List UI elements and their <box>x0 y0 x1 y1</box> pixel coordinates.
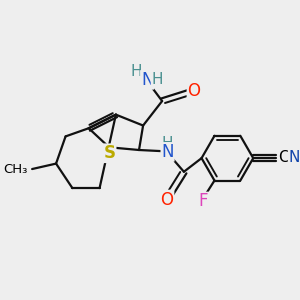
Text: F: F <box>199 193 208 211</box>
Text: O: O <box>188 82 200 100</box>
Text: H: H <box>162 136 173 151</box>
Text: N: N <box>289 150 300 165</box>
Text: N: N <box>141 71 153 89</box>
Text: H: H <box>130 64 142 79</box>
Text: H: H <box>152 72 163 87</box>
Text: C: C <box>278 150 289 165</box>
Text: CH₃: CH₃ <box>3 163 27 176</box>
Text: S: S <box>103 144 116 162</box>
Text: N: N <box>161 143 174 161</box>
Text: O: O <box>160 190 173 208</box>
